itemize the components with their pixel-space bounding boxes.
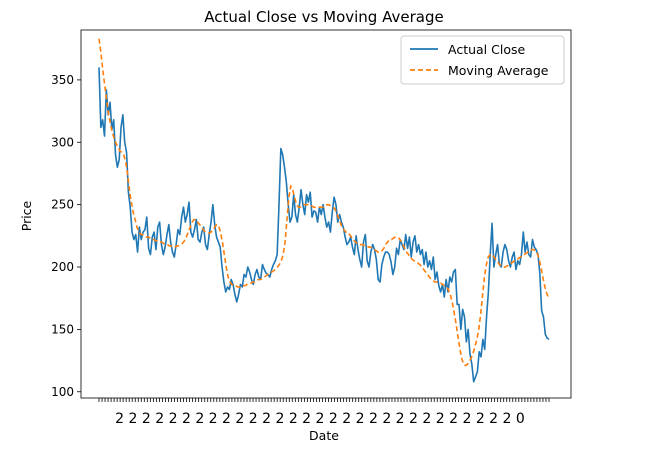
- y-tick-label: 200: [51, 260, 74, 274]
- x-axis-label: Date: [309, 428, 339, 443]
- y-axis-label: Price: [19, 200, 34, 231]
- chart-title: Actual Close vs Moving Average: [204, 8, 443, 26]
- y-tick-label: 100: [51, 385, 74, 399]
- y-tick-label: 350: [51, 73, 74, 87]
- legend: Actual Close Moving Average: [400, 35, 565, 85]
- plot-area: 100 150 200 250 300 350: [51, 29, 572, 402]
- y-tick-label: 150: [51, 322, 74, 336]
- legend-box: [400, 35, 565, 85]
- x-tick-label-overlap: 2 2 2 2 2 2 2 2 2 2 2 2 2 2 2 2 2 2 2 2 …: [115, 411, 525, 427]
- y-tick-label: 250: [51, 198, 74, 212]
- x-axis: [98, 398, 550, 402]
- legend-label-actual-close: Actual Close: [448, 42, 525, 57]
- series-line-moving-average: [98, 38, 550, 367]
- series-line-actual-close: [98, 67, 550, 383]
- legend-label-moving-average: Moving Average: [448, 63, 549, 78]
- y-axis: 100 150 200 250 300 350: [51, 73, 81, 399]
- y-tick-label: 300: [51, 135, 74, 149]
- plot-frame: [80, 29, 572, 399]
- series-group: [98, 38, 550, 383]
